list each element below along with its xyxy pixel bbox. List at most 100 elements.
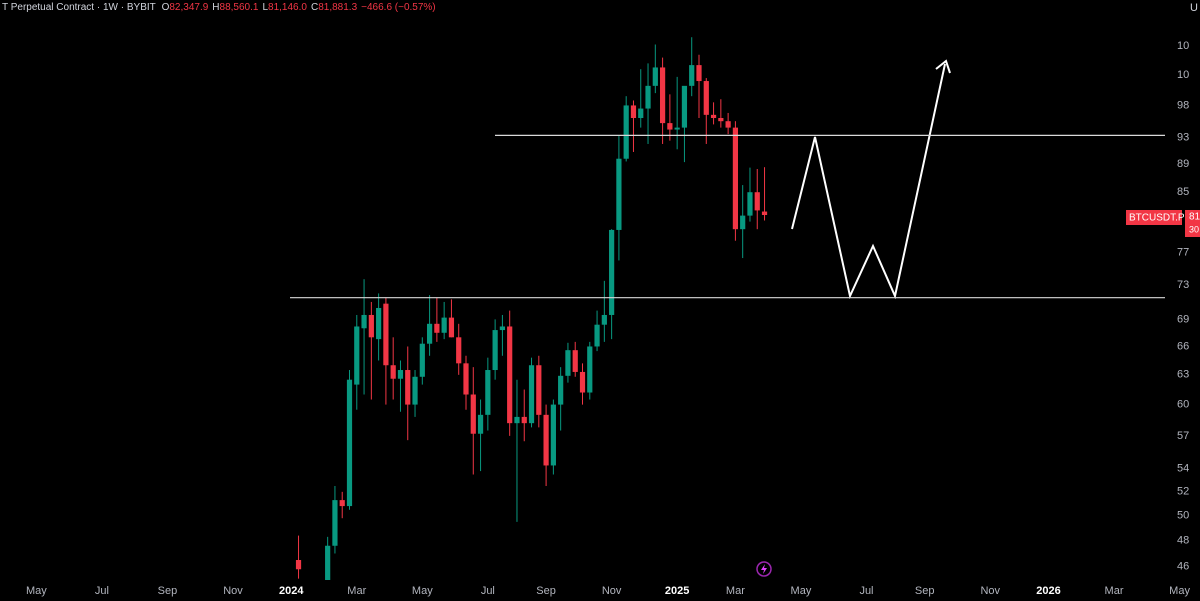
x-tick-label: May: [1169, 585, 1190, 597]
candle-body: [601, 314, 607, 325]
ohlc-value: 88,560.1: [220, 2, 259, 13]
candle-body: [681, 85, 688, 128]
candle-body: [477, 414, 484, 434]
candle-body: [448, 317, 455, 338]
ohlc-key: L: [262, 2, 268, 13]
y-tick-label: 77: [1177, 246, 1189, 258]
price-label-box: [1126, 210, 1182, 225]
candle-body: [390, 365, 396, 379]
candle-body: [696, 65, 702, 82]
candle-body: [645, 85, 651, 109]
corner-label: U: [1190, 2, 1198, 14]
x-tick-label: Jul: [481, 585, 495, 597]
candle-body: [456, 337, 462, 364]
projection-path: [791, 63, 946, 300]
y-tick-label: 93: [1177, 131, 1189, 143]
x-tick-label: Sep: [915, 585, 935, 597]
candle-body: [397, 370, 404, 379]
x-tick-label: 2025: [665, 585, 689, 597]
candle-body: [441, 317, 447, 333]
ohlc-key: C: [311, 2, 318, 13]
candle-body: [609, 229, 615, 315]
y-tick-label: 63: [1177, 369, 1189, 381]
candle-body: [485, 370, 491, 415]
candle-body: [412, 376, 418, 405]
lightning-bolt: [761, 564, 767, 574]
candle-body: [689, 65, 695, 86]
candle-body: [652, 67, 658, 86]
y-tick-label: 48: [1177, 535, 1189, 547]
candle-body: [325, 545, 331, 580]
x-tick-label: Mar: [347, 585, 366, 597]
y-tick-label: 52: [1177, 486, 1189, 498]
candle-body: [499, 326, 506, 331]
candle-body: [667, 123, 673, 130]
y-tick-label: 89: [1177, 158, 1189, 170]
y-tick-label: 69: [1177, 313, 1189, 325]
candle-body: [754, 192, 760, 211]
candle-body: [623, 105, 629, 159]
candle-body: [368, 314, 374, 338]
candle-body: [674, 127, 680, 130]
candle-body: [521, 416, 527, 424]
y-tick-label: 85: [1177, 186, 1189, 198]
x-tick-label: Nov: [602, 585, 622, 597]
price-tag: [1185, 210, 1200, 237]
y-tick-label: 46: [1177, 561, 1189, 573]
price-tag-price: 81: [1189, 212, 1200, 223]
x-tick-label: Jul: [95, 585, 109, 597]
candle-body: [536, 365, 542, 415]
candle-body: [426, 323, 433, 344]
x-tick-label: Nov: [223, 585, 243, 597]
x-tick-label: Sep: [536, 585, 556, 597]
change: −466.6 (−0.57%): [361, 2, 436, 13]
x-tick-label: 2026: [1036, 585, 1060, 597]
ohlc-value: 81,881.3: [318, 2, 357, 13]
candle-body: [339, 500, 345, 507]
candle-body: [383, 303, 389, 366]
candle-body: [565, 350, 571, 376]
x-tick-label: Mar: [1105, 585, 1124, 597]
candle-body: [463, 363, 469, 395]
candle-body: [710, 114, 717, 119]
drawing: [791, 59, 951, 300]
candle-body: [616, 158, 622, 230]
y-tick-label: 50: [1177, 510, 1189, 522]
symbol: T Perpetual Contract · 1W · BYBIT: [2, 2, 156, 13]
x-tick-label: Mar: [726, 585, 745, 597]
candle-body: [550, 404, 556, 466]
candle-body: [594, 324, 600, 347]
candle-body: [659, 67, 666, 124]
header: T Perpetual Contract · 1W · BYBIT O82,347…: [2, 2, 436, 13]
candle-body: [703, 81, 709, 115]
x-tick-label: Jul: [859, 585, 873, 597]
candle-body: [579, 371, 586, 393]
candle-body: [572, 350, 578, 372]
candle-body: [740, 215, 746, 230]
x-tick-label: Nov: [980, 585, 1000, 597]
x-tick-label: 2024: [279, 585, 304, 597]
ohlc-value: 82,347.9: [169, 2, 208, 13]
candle-body: [346, 379, 353, 507]
price-tag-countdown: 30: [1189, 224, 1199, 234]
price-label-symbol: BTCUSDT.P: [1129, 213, 1185, 224]
ohlc-key: O: [162, 2, 170, 13]
candle-body: [630, 105, 637, 119]
candle-body: [732, 127, 739, 230]
lightning-icon[interactable]: [756, 561, 772, 577]
candle-body: [434, 323, 440, 333]
ohlc-value: 81,146.0: [268, 2, 307, 13]
candle-body: [405, 370, 411, 405]
candle-body: [361, 314, 367, 329]
candle-body: [747, 192, 753, 216]
candle-body: [543, 414, 549, 466]
candle-body: [725, 121, 731, 128]
y-tick-label: 66: [1177, 340, 1189, 352]
y-tick-label: 10: [1177, 40, 1189, 52]
candle-body: [761, 211, 768, 216]
candle-body: [558, 375, 564, 405]
y-tick-label: 54: [1177, 463, 1189, 475]
x-tick-label: Sep: [158, 585, 178, 597]
ohlc-key: H: [212, 2, 219, 13]
